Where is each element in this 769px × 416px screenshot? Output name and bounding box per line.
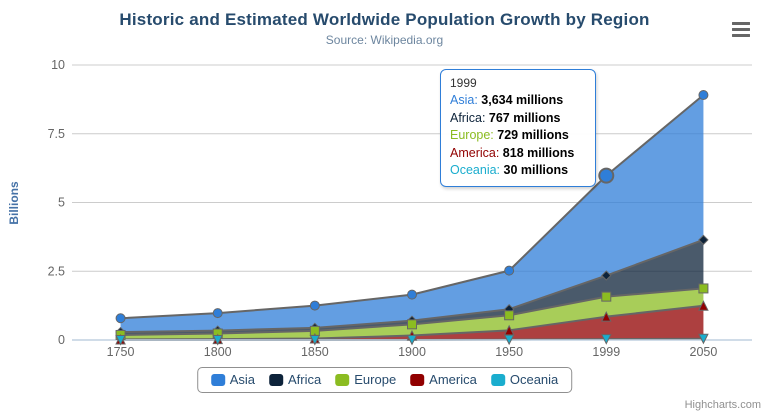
x-axis-label: 1950 (495, 345, 523, 359)
tooltip-series-name: Europe: (450, 128, 498, 142)
tooltip-series-value: 729 millions (497, 128, 569, 142)
tooltip-row-america: America: 818 millions (450, 145, 586, 163)
series-area-africa[interactable] (120, 239, 704, 335)
legend-item-europe[interactable]: Europe (335, 373, 396, 387)
y-axis-label: 5 (58, 196, 65, 210)
legend-label: Asia (229, 372, 256, 387)
tooltip-row-oceania: Oceania: 30 millions (450, 162, 586, 180)
legend-swatch-asia (210, 374, 225, 386)
tooltip-series-name: Asia: (450, 93, 482, 107)
legend-swatch-africa (269, 374, 284, 386)
marker-oceania-1750[interactable] (115, 334, 126, 346)
tooltip-series-name: America: (450, 145, 503, 160)
marker-africa-2050[interactable] (698, 234, 709, 246)
marker-europe-1900[interactable] (407, 319, 417, 330)
legend-label: Africa (288, 372, 322, 387)
legend-swatch-america (410, 374, 425, 386)
chart-title: Historic and Estimated Worldwide Populat… (119, 10, 650, 29)
marker-asia-1999-hovered[interactable] (598, 167, 615, 184)
tooltip-series-value: 3,634 millions (481, 93, 564, 107)
marker-oceania-1900[interactable] (406, 334, 418, 346)
marker-oceania-1999[interactable] (600, 334, 612, 345)
marker-oceania-1850[interactable] (309, 334, 321, 346)
hamburger-icon (732, 21, 750, 37)
export-menu-button[interactable] (728, 18, 754, 40)
x-axis-label: 1999 (592, 345, 620, 359)
x-axis-label: 1900 (398, 345, 426, 359)
marker-oceania-1800[interactable] (212, 334, 224, 346)
x-axis-label: 1850 (301, 345, 329, 359)
tooltip-body: Asia: 3,634 millions Africa: 767 millions… (450, 92, 586, 180)
marker-america-1999[interactable] (600, 311, 612, 322)
tooltip-series-name: Oceania: (450, 163, 504, 177)
tooltip: 1999 Asia: 3,634 millions Africa: 767 mil… (440, 69, 596, 187)
marker-europe-1950[interactable] (504, 310, 515, 321)
marker-oceania-1950[interactable] (503, 334, 515, 346)
legend-item-america[interactable]: America (410, 373, 477, 387)
chart-subtitle: Source: Wikipedia.org (325, 33, 444, 47)
marker-asia-1850[interactable] (309, 300, 320, 311)
legend-item-asia[interactable]: Asia (210, 372, 256, 387)
marker-oceania-2050[interactable] (698, 333, 709, 345)
tooltip-series-value: 30 millions (503, 163, 569, 177)
y-axis-label: 7.5 (48, 127, 65, 141)
marker-asia-2050[interactable] (698, 90, 709, 101)
series-area-asia[interactable] (120, 95, 704, 333)
x-axis-label: 2050 (690, 345, 718, 359)
y-axis-label: 10 (51, 58, 65, 72)
tooltip-series-name: Africa: (450, 110, 489, 125)
marker-asia-1800[interactable] (212, 308, 223, 319)
x-axis-label: 1800 (204, 345, 232, 359)
credits-link[interactable]: Highcharts.com (684, 399, 761, 411)
x-axis-label: 1750 (107, 345, 135, 359)
series-area-america[interactable] (120, 305, 704, 340)
legend-label: Europe (354, 372, 397, 387)
y-axis-label: 2.5 (48, 264, 65, 278)
legend: Asia Africa Europe America Oceania (196, 367, 573, 393)
marker-america-2050[interactable] (698, 300, 709, 311)
tooltip-row-asia: Asia: 3,634 millions (450, 92, 586, 110)
tooltip-header: 1999 (450, 76, 477, 90)
legend-label: America (429, 372, 477, 387)
marker-asia-1750[interactable] (115, 313, 126, 324)
y-axis-label: 0 (58, 333, 65, 347)
legend-label: Oceania (509, 372, 559, 387)
marker-asia-1950[interactable] (504, 265, 515, 276)
legend-item-oceania[interactable]: Oceania (490, 372, 559, 387)
marker-africa-1999[interactable] (601, 270, 612, 281)
tooltip-row-europe: Europe: 729 millions (450, 127, 586, 145)
marker-asia-1900[interactable] (407, 289, 417, 300)
legend-swatch-oceania (490, 374, 505, 386)
tooltip-series-value: 767 millions (488, 110, 561, 125)
tooltip-series-value: 818 millions (502, 145, 575, 160)
legend-swatch-europe (335, 374, 350, 386)
legend-item-africa[interactable]: Africa (269, 373, 321, 387)
tooltip-row-africa: Africa: 767 millions (450, 110, 586, 128)
marker-europe-1999[interactable] (601, 291, 612, 302)
marker-europe-2050[interactable] (698, 283, 709, 294)
